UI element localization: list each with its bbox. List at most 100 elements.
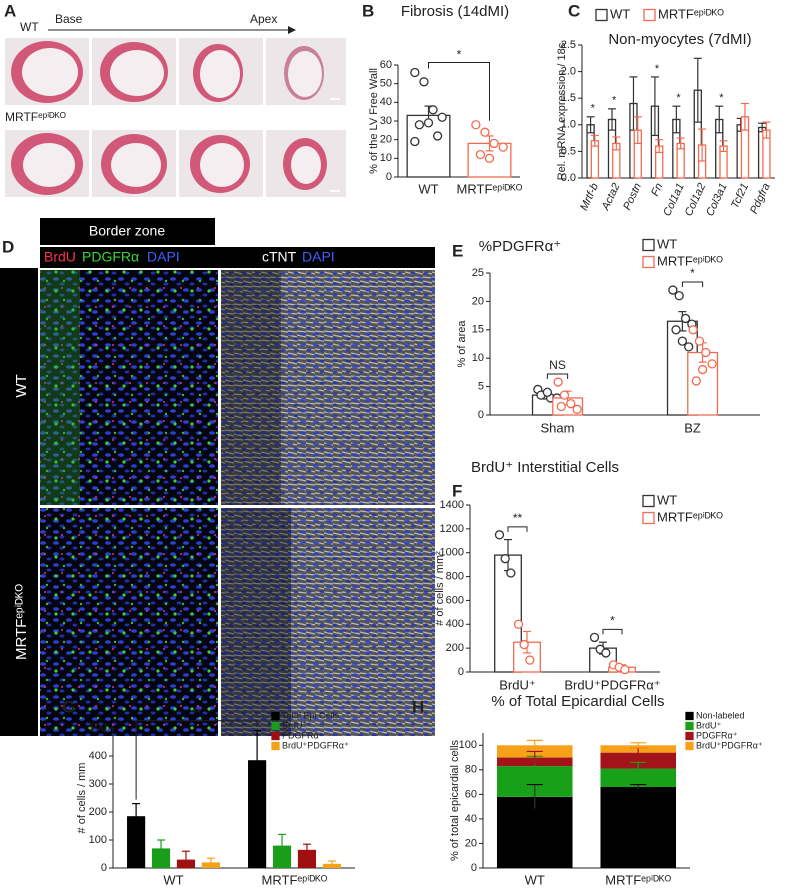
legend-swatch [595,8,608,22]
chart-title: Fibrosis (14dMI) [401,3,509,20]
y-tick-label: 0 [101,862,107,874]
panel-letter: E [452,241,463,260]
row-strip [0,268,38,736]
legend-label: BrdU⁺PDGFRα⁺ [282,740,349,750]
y-tick-label: 400 [89,750,107,762]
heart-sections [5,38,346,197]
data-point [566,398,576,409]
y-tick-label: 10 [472,352,484,364]
chart-title: %PDGFRα⁺ [479,238,561,255]
chart-title: Non-myocytes (7dMI) [608,31,751,48]
stain-label: PDGFRα [82,249,139,265]
bar-segment [600,787,677,868]
y-tick-label: 300 [89,778,107,790]
legend-label: PDGFRα⁺ [696,730,738,740]
data-point [691,376,701,386]
chart-title: BrdU⁺ Interstitial Cells [471,459,619,476]
legend-swatch [642,238,655,252]
chart-title: % of Total Epicardial Cells [491,693,664,710]
x-tick-label: BrdU⁺ [499,677,535,692]
y-tick-label: 20 [465,837,477,849]
data-point [437,112,447,122]
row-label: WT [20,20,39,34]
y-tick-label: 80 [465,764,477,776]
data-point [701,347,711,358]
legend-swatch [685,721,694,731]
x-tick-label: WT [418,181,438,196]
y-tick-label: 0 [458,666,464,678]
y-tick-label: 20 [380,134,392,146]
legend-swatch [685,711,694,721]
y-tick-label: 0 [386,171,392,183]
legend-swatch [271,721,280,731]
bracket [135,720,258,800]
arrow-label: Base [55,12,83,26]
stain-label: DAPI [147,249,180,265]
data-point [484,153,495,163]
y-tick-label: 100 [459,739,477,751]
significance: NS [549,358,566,372]
y-tick-label: 600 [446,594,464,606]
y-axis-label: # of cells / mm [76,763,88,834]
data-point [489,138,499,149]
row-label: WT [13,374,30,397]
x-tick-label: Pdgfra [748,181,773,215]
panel-letter: B [362,1,374,20]
data-point [697,364,708,375]
legend-label: BrdU⁺PDGFRα⁺ [696,740,763,750]
legend-swatch [271,741,280,751]
bar [297,849,317,868]
legend-swatch [642,494,655,508]
data-point [684,342,694,352]
data-point [419,77,429,87]
data-point [671,325,681,335]
x-tick-label: BZ [684,420,701,435]
significance: * [719,92,724,104]
bar [151,848,171,868]
significance: * [591,103,596,115]
legend-swatch [642,255,655,269]
y-tick-label: 10 [380,152,392,164]
header: Border zone [89,223,165,239]
y-tick-label: 400 [446,618,464,630]
y-tick-label: 200 [89,806,107,818]
stain-bar [40,247,435,268]
y-tick-label: 1000 [440,547,464,559]
data-point [674,291,684,301]
legend-label: MRTFᵉᵖⁱᴰᴷᴼ [658,6,724,21]
x-tick-label: MRTFᵉᵖⁱᴰᴷᴼ [605,872,671,887]
data-point [423,118,434,128]
panel-a: A WT Base Apex MRTFᵉᵖⁱᴰᴷᴼ [4,1,346,197]
data-point [572,404,582,414]
data-point [471,120,481,130]
bracket [602,628,623,635]
x-tick-label: MRTFᵉᵖⁱᴰᴷᴼ [262,872,328,887]
bracket [546,373,569,380]
x-tick-label: Postn [621,181,644,212]
y-tick-label: 60 [465,788,477,800]
data-point [500,554,510,564]
legend-swatch [271,711,280,721]
bar-segment [600,768,677,787]
data-point [677,336,688,346]
legend-label: BrdU⁺ [696,720,722,730]
significance: * [612,95,617,107]
y-tick-label: 2.5 [561,39,576,51]
y-tick-label: 30 [380,115,392,127]
stain-label: DAPI [302,249,335,265]
legend-swatch [642,511,655,525]
stain-label: BrdU [44,249,76,265]
data-point [559,390,570,400]
y-axis-label: Rel. mRNA expression / 18s [556,42,568,180]
y-axis-label: # of cells / mm² [434,551,446,626]
bracket [681,281,704,288]
y-tick-label: 20 [472,295,484,307]
data-point [553,377,563,387]
panel-letter: D [2,237,14,256]
data-point [432,131,443,141]
legend-swatch [685,731,694,741]
panel-d: D Border zone BrdU PDGFRα DAPI cTNT DAPI… [0,218,435,736]
bar-segment [600,752,677,769]
data-point [694,336,705,346]
